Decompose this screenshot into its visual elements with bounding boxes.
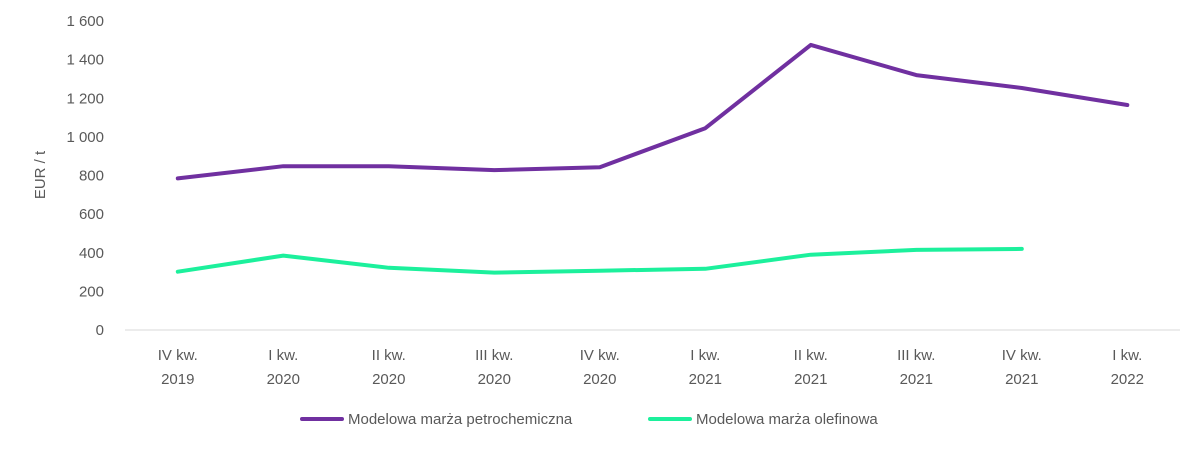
series-line-2 (175, 246, 1024, 275)
x-axis-ticks: IV kw. 2019 I kw. 2020 II kw. 2020 III kw. 2020… (158, 347, 1144, 388)
data-point (492, 168, 496, 172)
data-point (809, 43, 813, 47)
data-point (281, 254, 285, 258)
data-point (281, 164, 285, 168)
x-tick-label-line: 2020 (372, 371, 405, 388)
legend-item: Modelowa marża olefinowa (648, 411, 878, 428)
x-tick-label-line: IV kw. (580, 347, 620, 364)
x-tick-label: II kw. 2020 (372, 347, 406, 388)
x-tick-label: IV kw. 2020 (580, 347, 620, 388)
y-axis-title: EUR / t (32, 150, 49, 199)
axes: EUR / t (32, 150, 1180, 331)
x-tick-label-line: 2020 (478, 371, 511, 388)
x-tick-label-line: 2021 (900, 371, 933, 388)
x-tick-label-line: II kw. (794, 347, 828, 364)
y-tick-label: 0 (96, 322, 104, 339)
x-tick-label: I kw. 2020 (267, 347, 300, 388)
x-tick-label-line: III kw. (475, 347, 513, 364)
y-tick-label: 400 (79, 245, 104, 262)
data-point (598, 165, 602, 169)
y-tick-label: 200 (79, 283, 104, 300)
legend: Modelowa marża petrochemiczna Modelowa ma… (300, 411, 878, 428)
data-point (176, 270, 180, 274)
x-tick-label-line: 2020 (267, 371, 300, 388)
data-point (387, 266, 391, 270)
x-tick-label: I kw. 2022 (1111, 347, 1144, 388)
x-tick-label-line: I kw. (690, 347, 720, 364)
x-tick-label-line: 2021 (794, 371, 827, 388)
x-tick-label-line: IV kw. (158, 347, 198, 364)
x-tick-label-line: 2020 (583, 371, 616, 388)
x-tick-label-line: 2022 (1111, 371, 1144, 388)
x-tick-label-line: IV kw. (1002, 347, 1042, 364)
x-tick-label: IV kw. 2021 (1002, 347, 1042, 388)
data-point (598, 269, 602, 273)
x-tick-label: III kw. 2021 (897, 347, 935, 388)
data-point (1020, 86, 1024, 90)
x-tick-label-line: 2021 (689, 371, 722, 388)
data-point (387, 164, 391, 168)
data-point (914, 248, 918, 252)
data-point (809, 253, 813, 257)
y-tick-label: 1 000 (66, 129, 104, 146)
y-tick-label: 1 600 (66, 13, 104, 30)
x-tick-label: III kw. 2020 (475, 347, 513, 388)
y-tick-label: 1 400 (66, 52, 104, 69)
x-tick-label-line: III kw. (897, 347, 935, 364)
data-point (703, 267, 707, 271)
legend-label: Modelowa marża petrochemiczna (348, 411, 573, 428)
x-tick-label: II kw. 2021 (794, 347, 828, 388)
x-tick-label-line: I kw. (1112, 347, 1142, 364)
data-point (914, 73, 918, 77)
data-point (1020, 247, 1024, 251)
y-tick-label: 600 (79, 206, 104, 223)
x-tick-label: I kw. 2021 (689, 347, 722, 388)
x-tick-label-line: I kw. (268, 347, 298, 364)
series-line-1 (175, 42, 1130, 181)
data-point (176, 176, 180, 180)
data-point (1125, 103, 1129, 107)
x-tick-label: IV kw. 2019 (158, 347, 198, 388)
data-point (703, 126, 707, 130)
x-tick-label-line: 2019 (161, 371, 194, 388)
x-tick-label-line: II kw. (372, 347, 406, 364)
y-axis-ticks: 0 200 400 600 800 1 000 1 200 1 400 1 600 (66, 13, 104, 339)
legend-item: Modelowa marża petrochemiczna (300, 411, 573, 428)
x-tick-label-line: 2021 (1005, 371, 1038, 388)
data-point (492, 271, 496, 275)
y-tick-label: 800 (79, 168, 104, 185)
y-tick-label: 1 200 (66, 90, 104, 107)
series (175, 42, 1130, 275)
legend-label: Modelowa marża olefinowa (696, 411, 878, 428)
